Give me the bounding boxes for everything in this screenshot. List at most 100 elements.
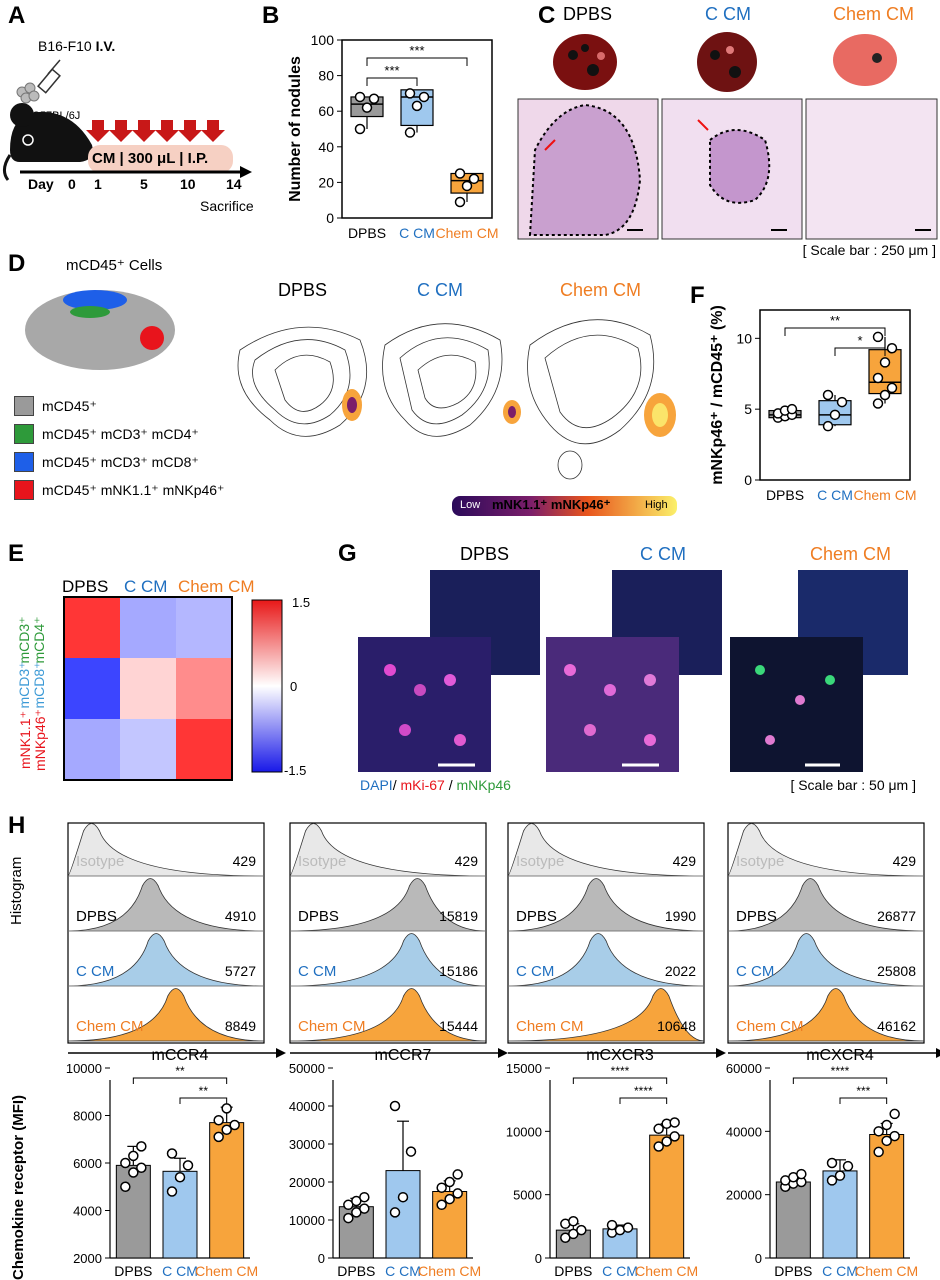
y-tick-label: 40000 xyxy=(726,1124,762,1139)
heatmap-cell xyxy=(176,658,232,719)
lung-image-chemcm xyxy=(833,34,897,86)
significance-label: **** xyxy=(831,1064,850,1078)
g-group-chemcm: Chem CM xyxy=(810,544,892,564)
plot-frame xyxy=(759,309,911,481)
legend-label: mCD45⁺ mNK1.1⁺ mNKp46⁺ xyxy=(42,481,225,498)
panel-g-if: DPBS C CM Chem CM DAPI/ mKi-67 / mNKp46 … xyxy=(350,540,940,800)
y-tick-label: 6000 xyxy=(73,1156,102,1171)
g-stain-legend: DAPI/ mKi-67 / mNKp46 xyxy=(360,777,511,793)
data-point xyxy=(120,1181,131,1192)
tsne-plot xyxy=(25,290,175,370)
significance-label: **** xyxy=(611,1064,630,1078)
y-tick-label: 10 xyxy=(736,330,752,346)
mfi-value: 429 xyxy=(455,853,479,869)
mfi-value: 25808 xyxy=(877,963,916,979)
y-tick-label: 8000 xyxy=(73,1109,102,1124)
y-tick-label: 10000 xyxy=(289,1213,325,1228)
a-day-0: 0 xyxy=(68,176,76,192)
d-group-chemcm: Chem CM xyxy=(560,280,642,300)
histogram-row-label: Isotype xyxy=(76,853,124,870)
significance-label: ** xyxy=(175,1064,185,1078)
panel-label-h: H xyxy=(8,812,26,839)
heatmap-cell xyxy=(120,597,176,658)
significance-bracket xyxy=(572,1077,668,1084)
data-point xyxy=(461,180,473,192)
panel-c-histology: DPBS C CM Chem CM xyxy=(515,0,940,265)
data-point xyxy=(829,409,841,421)
data-point xyxy=(786,403,798,415)
d-group-ccm: C CM xyxy=(417,280,463,300)
y-tick-label: 2000 xyxy=(73,1251,102,1266)
x-tick-label: C CM xyxy=(822,1263,858,1279)
if-image-ccm xyxy=(546,570,722,772)
y-tick-label: 20000 xyxy=(726,1188,762,1203)
histogram-row-label: Chem CM xyxy=(736,1018,804,1035)
heatmap-colorbar xyxy=(251,599,283,773)
x-tick-label: DPBS xyxy=(774,1263,812,1279)
legend-label: mCD45⁺ xyxy=(42,397,97,414)
histogram-row-label: Isotype xyxy=(298,853,346,870)
significance-label: * xyxy=(857,333,862,348)
y-tick-label: 20000 xyxy=(289,1175,325,1190)
data-point xyxy=(872,372,884,384)
c-group-dpbs: DPBS xyxy=(563,4,613,24)
legend-swatch-red xyxy=(14,480,34,500)
data-point xyxy=(454,196,466,208)
g-stain-sep1: / xyxy=(392,777,401,793)
data-point xyxy=(454,168,466,179)
heatmap-chart xyxy=(63,596,283,781)
a-day-1: 1 xyxy=(94,176,102,192)
data-point xyxy=(397,1191,409,1203)
data-point xyxy=(661,1136,672,1147)
x-tick-label: Chem CM xyxy=(195,1263,258,1279)
bar-chart-title: mCCR7 xyxy=(375,1047,432,1064)
data-point xyxy=(842,1160,854,1172)
he-image-chemcm xyxy=(805,98,938,240)
mfi-value: 5727 xyxy=(225,963,256,979)
data-point xyxy=(444,1193,455,1205)
data-point xyxy=(343,1212,354,1224)
y-tick-label: 100 xyxy=(311,32,335,48)
y-tick-label: 50000 xyxy=(289,1061,325,1076)
data-point xyxy=(120,1157,131,1169)
legend-swatch-green xyxy=(14,424,34,444)
data-point xyxy=(436,1199,447,1211)
histogram-curve xyxy=(507,823,705,877)
d-colorbar xyxy=(452,496,677,516)
data-point xyxy=(389,1100,401,1112)
lung-image-ccm xyxy=(697,32,757,92)
data-point xyxy=(221,1124,232,1135)
data-point xyxy=(436,1182,447,1193)
a-title: B16-F10 I.V. xyxy=(38,38,115,54)
panel-label-g: G xyxy=(338,540,357,567)
a-day-10: 10 xyxy=(180,176,196,192)
legend-swatch-gray xyxy=(14,396,34,416)
d-group-dpbs: DPBS xyxy=(278,280,328,300)
nkp46-box-chart: 0 5 10 mNKp46⁺ / mCD45⁺ (%) DPBS C CM Chem CM *… xyxy=(709,305,917,503)
significance-bracket xyxy=(132,1077,228,1084)
x-tick-label: DPBS xyxy=(114,1263,152,1279)
y-tick-label: 10000 xyxy=(506,1124,542,1139)
y-tick-label: 15000 xyxy=(506,1061,542,1076)
panel-d-tsne: mCD45⁺ Cells xyxy=(0,250,690,520)
x-tick-label: C CM xyxy=(602,1263,638,1279)
significance-bracket xyxy=(792,1077,888,1084)
panel-b-chart: 0 20 40 60 80 100 Number of nodules DPBS C CM Che… xyxy=(270,20,510,255)
x-tick-label: DPBS xyxy=(337,1263,375,1279)
histogram-curve xyxy=(289,823,487,877)
bar xyxy=(822,1170,858,1259)
mfi-value: 26877 xyxy=(877,908,916,924)
y-tick-label: 10000 xyxy=(66,1061,102,1076)
histogram-curve xyxy=(727,878,925,932)
bar-chart-title: mCCR4 xyxy=(152,1047,209,1064)
data-point xyxy=(221,1103,232,1114)
axis-arrow xyxy=(716,1048,726,1058)
data-point xyxy=(881,1119,892,1131)
data-point xyxy=(826,1175,838,1186)
data-point xyxy=(418,91,430,103)
cm-treatment-bar xyxy=(88,145,233,173)
mouse-icon xyxy=(3,103,93,181)
mfi-value: 429 xyxy=(673,853,697,869)
a-title-bold: I.V. xyxy=(95,38,116,54)
plot-frame xyxy=(341,39,493,219)
